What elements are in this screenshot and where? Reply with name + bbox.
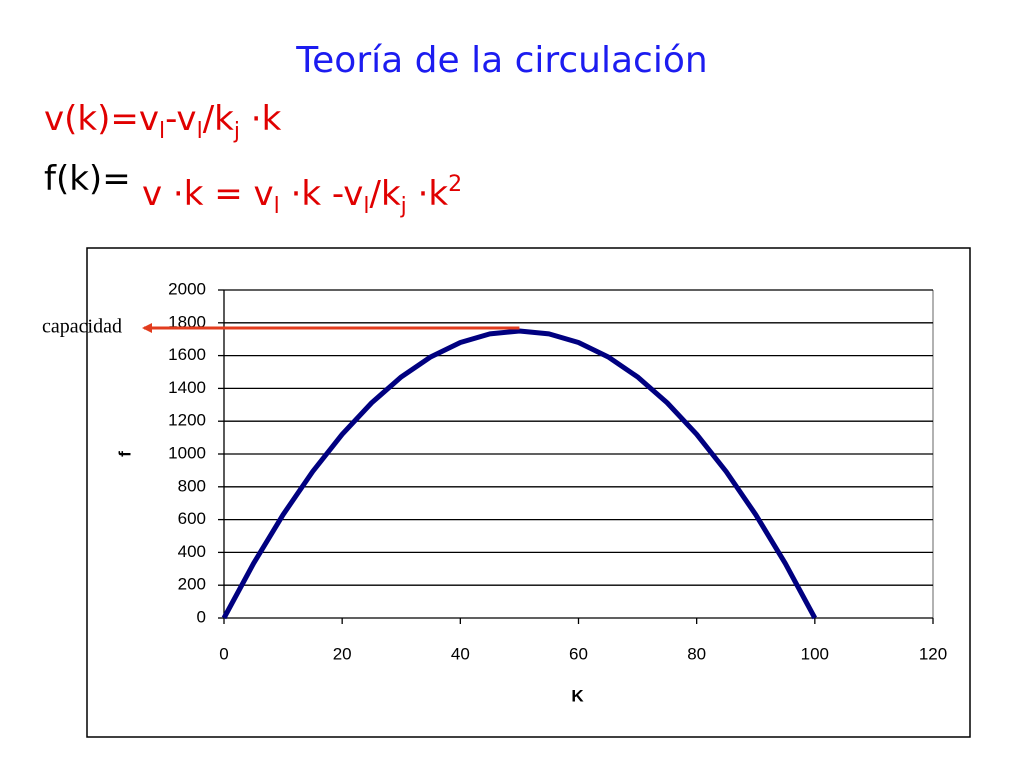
x-tick-label: 0 <box>219 644 228 663</box>
y-tick-label: 1000 <box>168 443 206 462</box>
slide-title: Teoría de la circulación <box>295 40 707 81</box>
formula-velocity: v(k)=vl-vl/kj ·k <box>44 99 282 144</box>
y-tick-label: 800 <box>178 476 206 495</box>
y-tick-label: 1200 <box>168 411 206 430</box>
x-tick-label: 120 <box>919 644 947 663</box>
y-tick-label: 0 <box>197 607 206 626</box>
x-tick-label: 60 <box>569 644 588 663</box>
formula-part: v ·k = v <box>142 174 274 214</box>
formula-part: ·k <box>407 174 449 214</box>
annotation-label: capacidad <box>42 316 122 338</box>
formula-subscript: l <box>159 119 165 144</box>
formula-subscript: l <box>274 194 280 219</box>
y-axis-label: f <box>115 451 134 457</box>
data-line <box>221 328 818 620</box>
y-tick-label: 200 <box>178 575 206 594</box>
formula-part: /k <box>370 174 401 214</box>
x-tick-label: 40 <box>451 644 470 663</box>
formula-superscript: 2 <box>448 172 462 197</box>
formula-subscript: j <box>400 194 407 219</box>
formula-flow-label: f(k)= <box>44 159 131 199</box>
y-tick-label: 1400 <box>168 378 206 397</box>
formula-part: v(k)=v <box>44 99 159 139</box>
x-tick-label: 20 <box>333 644 352 663</box>
formula-subscript: j <box>233 119 240 144</box>
y-tick-label: 600 <box>178 509 206 528</box>
formula-part: ·k -v <box>280 174 364 214</box>
formula-part: /k <box>203 99 234 139</box>
x-axis-label: K <box>571 686 584 705</box>
formula-part: ·k <box>240 99 282 139</box>
x-tick-label: 100 <box>801 644 829 663</box>
y-tick-label: 400 <box>178 542 206 561</box>
y-tick-label: 2000 <box>168 279 206 298</box>
formula-subscript: l <box>197 119 203 144</box>
formula-part: -v <box>165 99 196 139</box>
y-tick-label: 1600 <box>168 345 206 364</box>
formula-flow: v ·k = vl ·k -vl/kj ·k2 <box>142 172 462 219</box>
chart-frame <box>86 247 971 738</box>
x-tick-label: 80 <box>687 644 706 663</box>
formula-subscript: l <box>363 194 369 219</box>
